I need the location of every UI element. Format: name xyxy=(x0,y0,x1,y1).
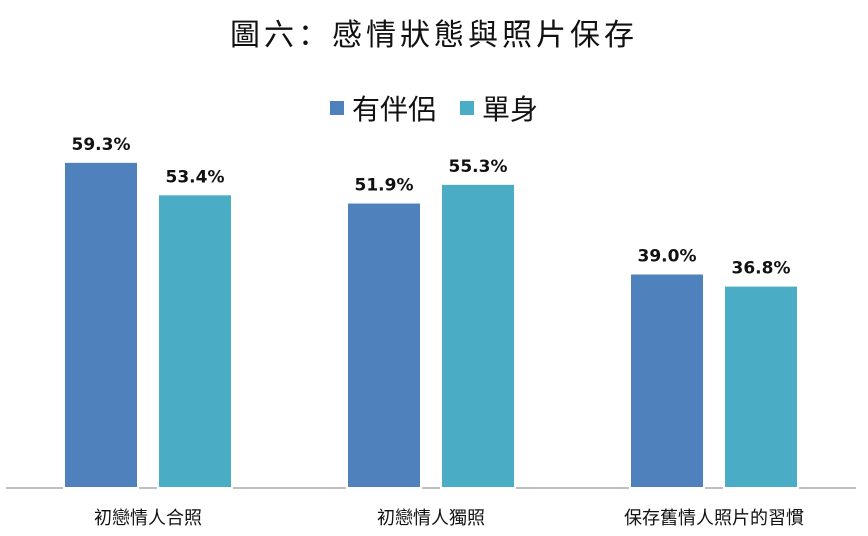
legend: 有伴侶 單身 xyxy=(0,88,868,128)
data-label-series-1-cat-2: 51.9% xyxy=(355,176,414,196)
x-tick-label-3: 保存舊情人照片的習慣 xyxy=(624,508,804,529)
bar-series-2-cat-1 xyxy=(157,193,233,490)
legend-swatch-series-1 xyxy=(329,101,344,115)
x-tick-label-1: 初戀情人合照 xyxy=(94,508,202,529)
bar-series-1-cat-3 xyxy=(629,272,705,489)
bar-series-1-cat-1 xyxy=(63,160,139,489)
legend-swatch-series-2 xyxy=(460,101,474,115)
bar-series-2-cat-2 xyxy=(440,182,516,489)
data-label-series-2-cat-3: 36.8% xyxy=(732,259,791,279)
legend-label-series-2: 單身 xyxy=(482,93,539,126)
legend-item-series-1: 有伴侶 xyxy=(329,88,436,128)
bar-series-2-cat-3 xyxy=(723,284,799,489)
data-label-series-1-cat-3: 39.0% xyxy=(638,247,697,267)
legend-label-series-1: 有伴侶 xyxy=(351,93,436,126)
chart-title: 圖六：感情狀態與照片保存 xyxy=(230,18,638,53)
data-label-series-1-cat-1: 59.3% xyxy=(72,135,131,155)
data-label-series-2-cat-1: 53.4% xyxy=(166,167,225,187)
legend-item-series-2: 單身 xyxy=(460,88,538,128)
x-tick-label-2: 初戀情人獨照 xyxy=(377,508,485,529)
data-label-series-2-cat-2: 55.3% xyxy=(449,157,508,177)
bar-series-1-cat-2 xyxy=(346,201,422,490)
